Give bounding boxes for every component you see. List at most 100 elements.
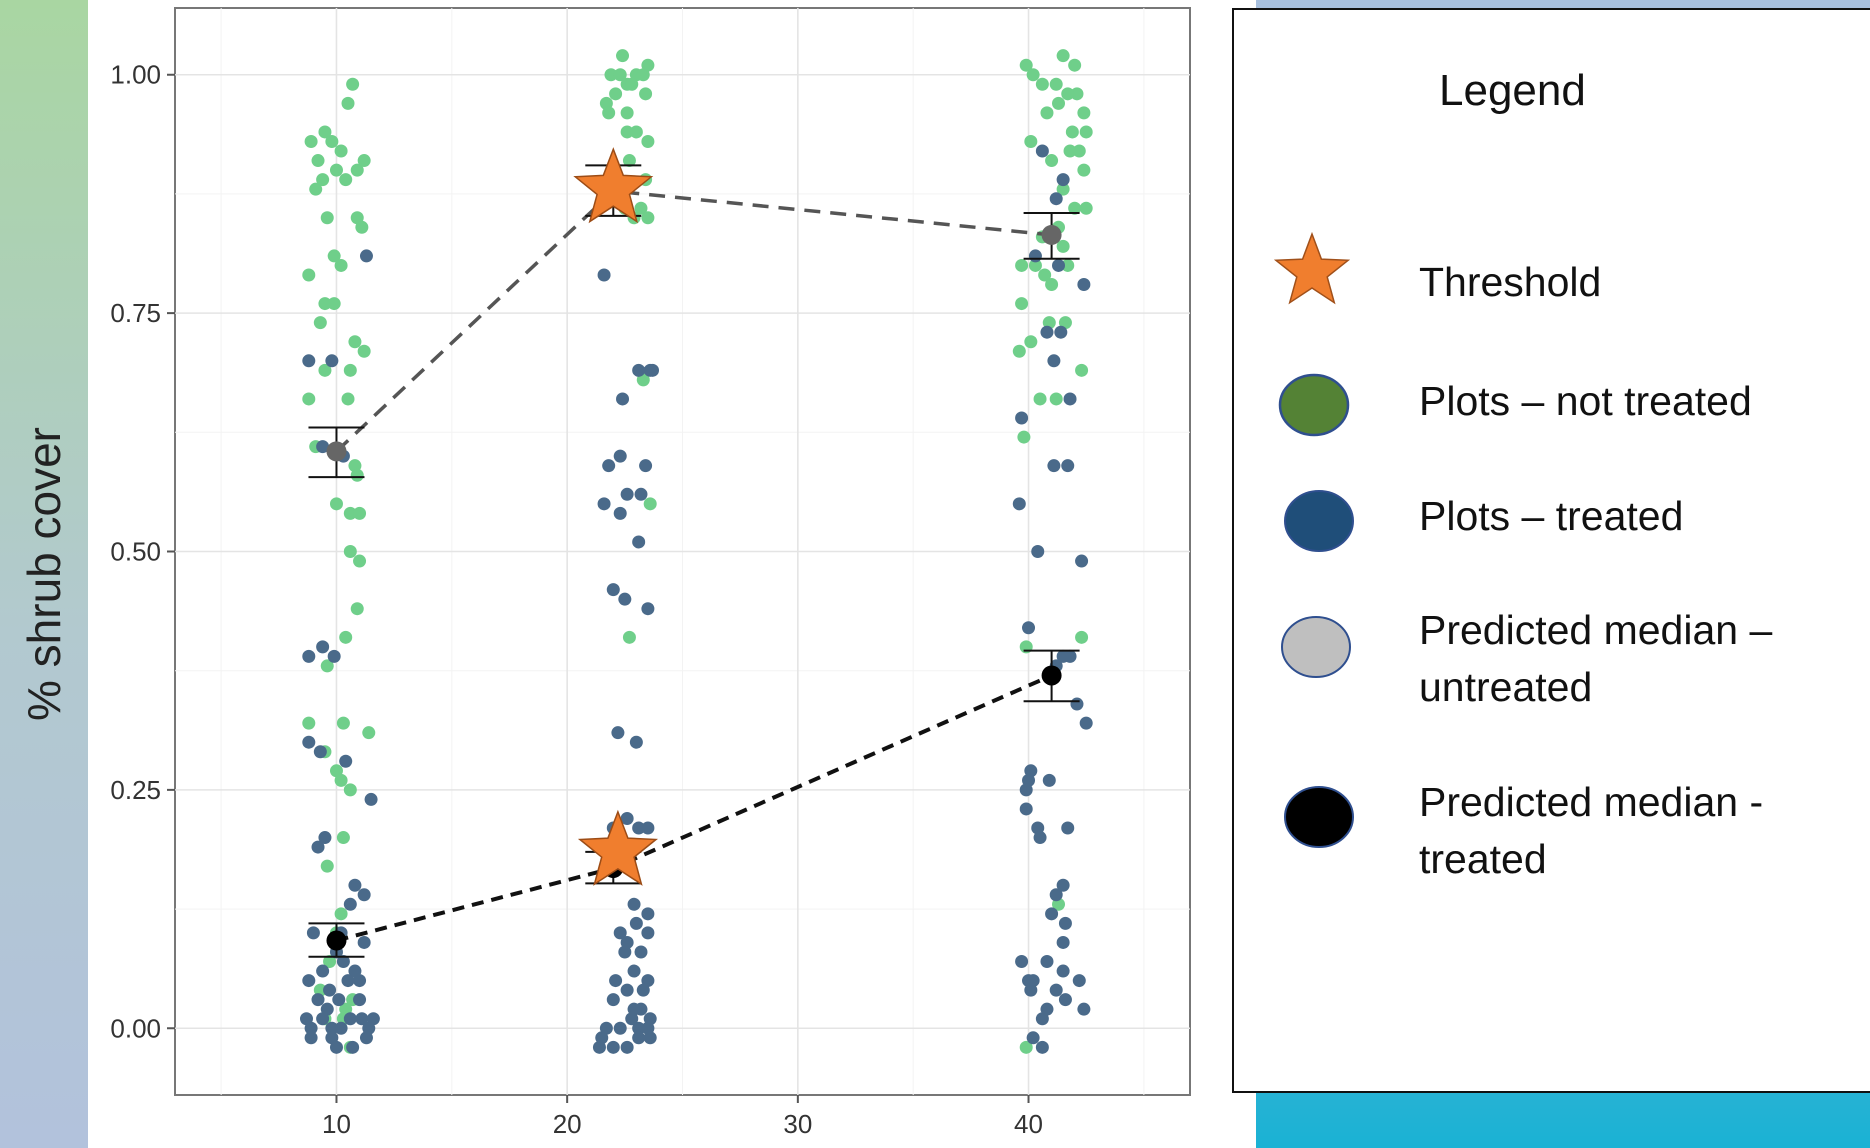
not-treated-plot-point <box>616 49 630 63</box>
treated-plot-point <box>357 935 371 949</box>
treated-plot-point <box>1024 983 1038 997</box>
treated-plot-point <box>302 735 316 749</box>
not-treated-plot-point <box>1015 258 1029 272</box>
not-treated-plot-point <box>334 773 348 787</box>
treated-plot-point <box>1063 392 1077 406</box>
treated-plot-point <box>1022 621 1036 635</box>
not-treated-plot-point <box>1045 154 1059 168</box>
treated-plot-point <box>597 497 611 511</box>
not-treated-plot-point <box>1040 106 1054 120</box>
legend-title: Legend <box>1439 66 1586 115</box>
treated-plot-point <box>609 974 623 988</box>
treated-plot-point <box>1058 993 1072 1007</box>
median-untreated-point <box>1041 224 1062 245</box>
not-treated-plot-point <box>357 154 371 168</box>
x-tick-label: 40 <box>1014 1109 1043 1139</box>
not-treated-plot-point <box>1065 125 1079 139</box>
not-treated-plot-point <box>1075 630 1089 644</box>
treated-plot-point <box>606 1040 620 1054</box>
treated-plot-point <box>646 363 660 377</box>
treated-plot-point <box>332 993 346 1007</box>
not-treated-plot-point <box>1061 87 1075 101</box>
not-treated-plot-point <box>320 659 334 673</box>
treated-plot-point <box>613 1021 627 1035</box>
not-treated-plot-point <box>1061 258 1075 272</box>
treated-plot-point <box>1019 802 1033 816</box>
treated-plot-point <box>343 897 357 911</box>
black-circle-icon <box>1284 786 1354 848</box>
not-treated-plot-point <box>316 173 330 187</box>
not-treated-plot-point <box>325 134 339 148</box>
treated-plot-point <box>632 1021 646 1035</box>
not-treated-plot-point <box>604 68 618 82</box>
treated-plot-point <box>1056 173 1070 187</box>
not-treated-plot-point <box>1052 96 1066 110</box>
not-treated-plot-point <box>1079 125 1093 139</box>
treated-plot-point <box>606 583 620 597</box>
legend-star-icon <box>1273 232 1351 305</box>
treated-plot-point <box>1056 935 1070 949</box>
legend-treated-icon <box>1284 490 1354 552</box>
not-treated-plot-point <box>304 134 318 148</box>
not-treated-plot-point <box>629 125 643 139</box>
not-treated-plot-point <box>355 220 369 234</box>
threshold-star-icon <box>1273 232 1351 305</box>
treated-plot-point <box>641 821 655 835</box>
not-treated-plot-point <box>318 125 332 139</box>
not-treated-plot-point <box>634 201 648 215</box>
not-treated-plot-point <box>602 106 616 120</box>
median-treated-point <box>1041 665 1062 686</box>
not-treated-plot-point <box>1070 87 1084 101</box>
treated-plot-point <box>1035 144 1049 158</box>
treated-plot-point <box>632 821 646 835</box>
treated-plot-point <box>620 487 634 501</box>
treated-plot-point <box>353 993 367 1007</box>
threshold-star <box>573 147 654 224</box>
treated-plot-point <box>1019 783 1033 797</box>
not-treated-plot-point <box>1033 392 1047 406</box>
not-treated-plot-point <box>1049 77 1063 91</box>
grid-lines <box>175 8 1190 1095</box>
treated-plot-point <box>313 745 327 759</box>
not-treated-plot-point <box>343 506 357 520</box>
treated-plot-point <box>341 974 355 988</box>
treated-plot-point <box>311 993 325 1007</box>
not-treated-plot-point <box>620 106 634 120</box>
treated-plot-point <box>329 1040 343 1054</box>
not-treated-plot-point <box>1072 144 1086 158</box>
not-treated-plot-point <box>334 907 348 921</box>
x-tick-label: 10 <box>322 1109 351 1139</box>
treated-plot-point <box>1047 354 1061 368</box>
treated-plot-point <box>643 1031 657 1045</box>
y-tick-label: 1.00 <box>110 60 161 90</box>
treated-plot-point <box>634 487 648 501</box>
treated-plot-point <box>620 983 634 997</box>
treated-plot-point <box>1061 459 1075 473</box>
not-treated-plot-point <box>311 154 325 168</box>
treated-plot-point <box>311 840 325 854</box>
treated-plot-point <box>1056 964 1070 978</box>
treated-plot-point <box>302 649 316 663</box>
treated-plot-point <box>636 983 650 997</box>
treated-plot-point <box>318 831 332 845</box>
treated-plot-point <box>632 363 646 377</box>
not-treated-plot-point <box>639 87 653 101</box>
legend-not-treated-icon <box>1278 373 1350 437</box>
treated-plot-point <box>1049 888 1063 902</box>
treated-plot-point <box>1035 1040 1049 1054</box>
treated-plot-point <box>1072 974 1086 988</box>
not-treated-plot-point <box>1077 163 1091 177</box>
not-treated-plot-point <box>343 783 357 797</box>
treated-plot-point <box>634 1002 648 1016</box>
treated-plot-point <box>632 1031 646 1045</box>
legend-label-median-untreated: Predicted median – untreated <box>1419 602 1772 716</box>
treated-plot-point <box>323 983 337 997</box>
treated-plot-point <box>1077 1002 1091 1016</box>
not-treated-plot-point <box>1038 268 1052 282</box>
not-treated-plot-point <box>1056 182 1070 196</box>
not-treated-plot-point <box>341 392 355 406</box>
treated-plot-point <box>1047 459 1061 473</box>
treated-plot-point <box>634 945 648 959</box>
treated-plot-point <box>304 1021 318 1035</box>
legend-label-treated: Plots – treated <box>1419 488 1683 545</box>
